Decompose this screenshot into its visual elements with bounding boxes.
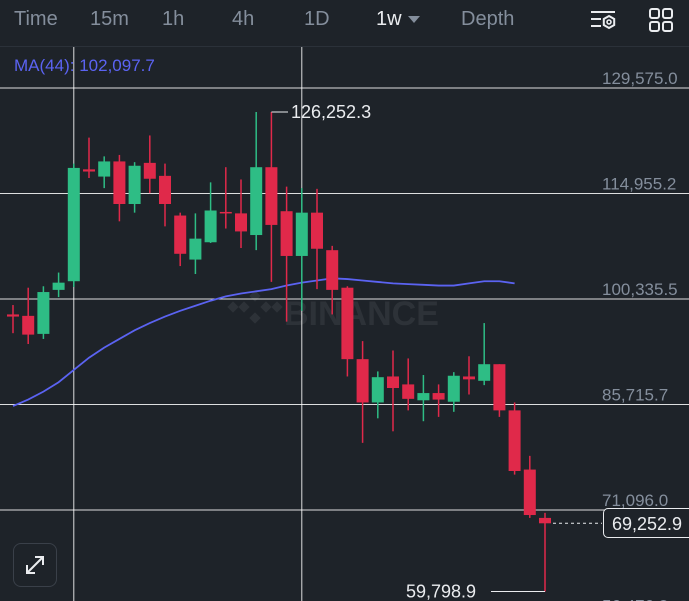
candle-up [37, 292, 50, 334]
indicator-settings-icon[interactable] [589, 6, 617, 34]
candle-down [311, 212, 323, 249]
tab-1w-label: 1w [376, 8, 402, 30]
candle-down [508, 410, 521, 472]
candle-up [417, 393, 430, 401]
tab-time[interactable]: Time [14, 8, 58, 30]
candle-down [493, 364, 506, 411]
ma-line [12, 277, 515, 407]
candle-down [22, 315, 35, 335]
expand-icon [26, 556, 44, 574]
candle-up [478, 364, 491, 381]
candle-up [67, 167, 80, 282]
candle-up [204, 210, 217, 243]
y-tick-label: 100,335.5 [602, 280, 678, 299]
candle-down [356, 359, 369, 403]
tab-1d[interactable]: 1D [304, 8, 330, 30]
ma-indicator-name: MA(44): [14, 56, 75, 75]
expand-chart-button[interactable] [13, 543, 57, 587]
tab-depth[interactable]: Depth [461, 8, 515, 30]
candle-down [326, 250, 339, 290]
last-price-tag: 69,252.9 [603, 508, 689, 538]
high-price-label: 126,252.3 [291, 102, 371, 122]
toolbar-divider [0, 46, 689, 47]
candle-down [219, 211, 232, 214]
tab-1h[interactable]: 1h [162, 8, 185, 30]
candle-up [128, 165, 141, 205]
candle-down [113, 161, 126, 205]
candle-down [280, 211, 293, 256]
candle-down [539, 517, 551, 524]
candle-up [295, 212, 308, 256]
candle-down [159, 175, 171, 205]
y-tick-label: 129,575.0 [602, 69, 678, 88]
tab-1w[interactable]: 1w [376, 8, 420, 31]
watermark-text: BINANCE [284, 295, 439, 333]
candle-up [98, 161, 111, 177]
tab-15m[interactable]: 15m [90, 8, 129, 30]
layout-grid-icon[interactable] [647, 6, 675, 34]
candle-down [83, 169, 95, 172]
candle-up [250, 167, 263, 236]
candle-down [235, 213, 247, 232]
y-tick-label: 71,096.0 [602, 491, 668, 510]
candle-up [52, 282, 65, 290]
candle-down [463, 376, 475, 380]
candle-down [265, 167, 278, 225]
candle-up [371, 377, 384, 403]
y-tick-label: 114,955.2 [602, 175, 676, 194]
tab-4h[interactable]: 4h [232, 8, 255, 30]
candle-down [402, 384, 415, 399]
y-tick-label: 56,476.2 [602, 597, 668, 601]
candle-down [174, 215, 187, 254]
candle-down [432, 393, 445, 400]
low-price-label: 59,798.9 [406, 582, 476, 601]
y-tick-label: 85,715.7 [602, 386, 668, 405]
candle-down [7, 314, 19, 317]
ma-indicator-value: 102,097.7 [79, 56, 155, 75]
chevron-down-icon [407, 16, 420, 24]
candle-up [447, 375, 460, 402]
candle-down [387, 376, 399, 389]
candle-up [189, 238, 202, 260]
candle-down [341, 287, 354, 360]
ma-indicator-legend: MA(44): 102,097.7 [14, 56, 155, 76]
candle-down [143, 162, 156, 179]
timeframe-toolbar: Time 15m 1h 4h 1D 1w Depth [0, 0, 689, 40]
candle-down [523, 469, 536, 516]
